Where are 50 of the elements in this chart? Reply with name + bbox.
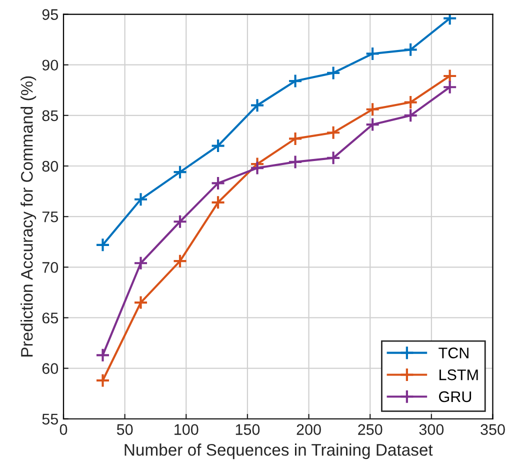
point bbox=[326, 66, 341, 80]
point bbox=[442, 80, 458, 94]
y-tick-label: 85 bbox=[42, 110, 58, 122]
legend-label: LSTM bbox=[440, 369, 478, 380]
y-tick-label: 80 bbox=[42, 160, 58, 172]
point bbox=[442, 68, 458, 84]
x-axis-title: Number of Sequences in Training Dataset bbox=[124, 444, 433, 460]
point bbox=[288, 131, 303, 146]
point bbox=[172, 164, 188, 180]
point bbox=[172, 214, 188, 229]
x-tick-label: 50 bbox=[116, 424, 133, 435]
point bbox=[288, 74, 303, 88]
point bbox=[365, 46, 380, 62]
point bbox=[403, 94, 418, 110]
point bbox=[250, 160, 265, 176]
point bbox=[210, 138, 226, 154]
point bbox=[210, 176, 226, 190]
legend-label: GRU bbox=[439, 391, 472, 402]
x-tick-label: 300 bbox=[419, 424, 444, 435]
y-tick-label: 75 bbox=[42, 212, 58, 222]
x-tick-label: 100 bbox=[174, 424, 198, 435]
y-axis-title: Prediction Accuracy for Command (%) bbox=[20, 76, 36, 356]
point bbox=[250, 98, 265, 113]
point bbox=[95, 373, 110, 388]
point bbox=[365, 102, 380, 117]
point bbox=[365, 117, 380, 132]
legend-label: TCN bbox=[438, 348, 468, 358]
x-tick-label: 150 bbox=[236, 424, 260, 435]
y-tick-label: 95 bbox=[42, 9, 58, 20]
point bbox=[95, 238, 110, 252]
point bbox=[288, 154, 303, 170]
point bbox=[326, 125, 341, 140]
point bbox=[133, 192, 148, 207]
x-tick-label: 250 bbox=[358, 424, 382, 435]
y-tick-label: 70 bbox=[42, 262, 58, 273]
y-tick-label: 65 bbox=[42, 312, 58, 324]
x-tick-label: 350 bbox=[480, 424, 505, 435]
y-tick-label: 90 bbox=[42, 60, 58, 71]
point bbox=[133, 256, 148, 270]
point bbox=[403, 108, 418, 123]
point bbox=[210, 195, 226, 210]
x-tick-label: 0 bbox=[60, 424, 68, 435]
y-tick-label: 55 bbox=[42, 414, 58, 425]
x-tick-label: 200 bbox=[296, 424, 321, 435]
point bbox=[326, 150, 341, 166]
point bbox=[133, 295, 148, 310]
y-tick-label: 60 bbox=[42, 363, 58, 374]
point bbox=[403, 42, 418, 57]
point bbox=[95, 348, 110, 362]
point bbox=[172, 254, 188, 268]
